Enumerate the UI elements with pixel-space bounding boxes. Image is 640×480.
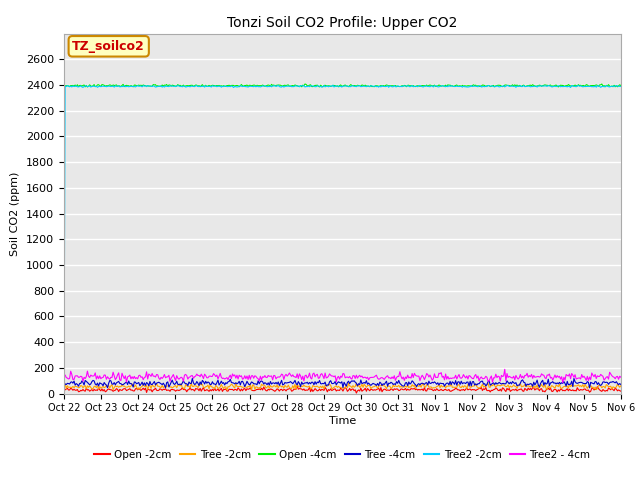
Tree -4cm	[393, 379, 401, 384]
Line: Tree -4cm: Tree -4cm	[64, 378, 621, 388]
Open -2cm	[364, 385, 371, 391]
Open -2cm	[617, 388, 625, 394]
Tree2 - 4cm	[328, 373, 335, 379]
Tree -2cm	[519, 384, 527, 389]
Open -4cm	[519, 83, 527, 88]
Line: Tree2 -2cm: Tree2 -2cm	[64, 85, 621, 394]
Tree2 -2cm	[362, 84, 370, 90]
Open -4cm	[330, 83, 338, 88]
Open -4cm	[617, 83, 625, 88]
Tree2 - 4cm	[559, 380, 566, 385]
Tree -4cm	[329, 381, 337, 386]
Tree2 - 4cm	[362, 374, 369, 380]
Open -4cm	[364, 83, 371, 89]
Tree2 -2cm	[393, 84, 401, 90]
Open -4cm	[394, 84, 401, 89]
Tree2 -2cm	[60, 391, 68, 396]
Tree -4cm	[518, 378, 525, 384]
Tree2 - 4cm	[606, 369, 614, 375]
Tree -2cm	[329, 385, 337, 391]
Tree -4cm	[60, 379, 68, 385]
Open -2cm	[606, 386, 614, 392]
Open -4cm	[60, 82, 68, 88]
Open -2cm	[394, 386, 401, 392]
Line: Open -2cm: Open -2cm	[64, 386, 621, 393]
X-axis label: Time: Time	[329, 416, 356, 426]
Line: Tree -2cm: Tree -2cm	[64, 383, 621, 390]
Open -2cm	[326, 387, 333, 393]
Legend: Open -2cm, Tree -2cm, Open -4cm, Tree -4cm, Tree2 -2cm, Tree2 - 4cm: Open -2cm, Tree -2cm, Open -4cm, Tree -4…	[90, 445, 595, 464]
Title: Tonzi Soil CO2 Profile: Upper CO2: Tonzi Soil CO2 Profile: Upper CO2	[227, 16, 458, 30]
Open -2cm	[293, 383, 301, 389]
Open -4cm	[606, 83, 614, 89]
Tree2 - 4cm	[324, 373, 332, 379]
Open -2cm	[60, 386, 68, 392]
Open -2cm	[329, 387, 337, 393]
Line: Tree2 - 4cm: Tree2 - 4cm	[64, 369, 621, 383]
Tree2 -2cm	[324, 84, 332, 90]
Tree2 - 4cm	[501, 366, 509, 372]
Tree -2cm	[326, 382, 333, 387]
Tree -2cm	[223, 387, 231, 393]
Tree2 - 4cm	[60, 373, 68, 379]
Text: TZ_soilco2: TZ_soilco2	[72, 40, 145, 53]
Open -4cm	[327, 84, 335, 89]
Open -4cm	[301, 81, 309, 87]
Tree -4cm	[362, 378, 370, 384]
Tree2 -2cm	[605, 84, 612, 90]
Tree -4cm	[586, 385, 593, 391]
Tree2 -2cm	[617, 84, 625, 89]
Tree2 -2cm	[329, 83, 337, 88]
Tree -4cm	[189, 375, 196, 381]
Tree2 -2cm	[518, 84, 525, 89]
Tree -4cm	[617, 382, 625, 387]
Tree -2cm	[345, 380, 353, 386]
Tree -2cm	[60, 383, 68, 388]
Open -4cm	[84, 84, 92, 90]
Tree -2cm	[394, 384, 401, 389]
Tree -2cm	[617, 383, 625, 389]
Tree2 - 4cm	[392, 377, 399, 383]
Open -2cm	[519, 388, 527, 394]
Y-axis label: Soil CO2 (ppm): Soil CO2 (ppm)	[10, 171, 20, 256]
Line: Open -4cm: Open -4cm	[64, 84, 621, 87]
Tree -4cm	[326, 379, 333, 385]
Tree2 -2cm	[328, 84, 335, 89]
Tree -4cm	[606, 380, 614, 385]
Tree2 - 4cm	[617, 374, 625, 380]
Open -2cm	[353, 390, 360, 396]
Tree -2cm	[364, 383, 371, 389]
Tree2 - 4cm	[518, 375, 525, 381]
Tree -2cm	[606, 384, 614, 389]
